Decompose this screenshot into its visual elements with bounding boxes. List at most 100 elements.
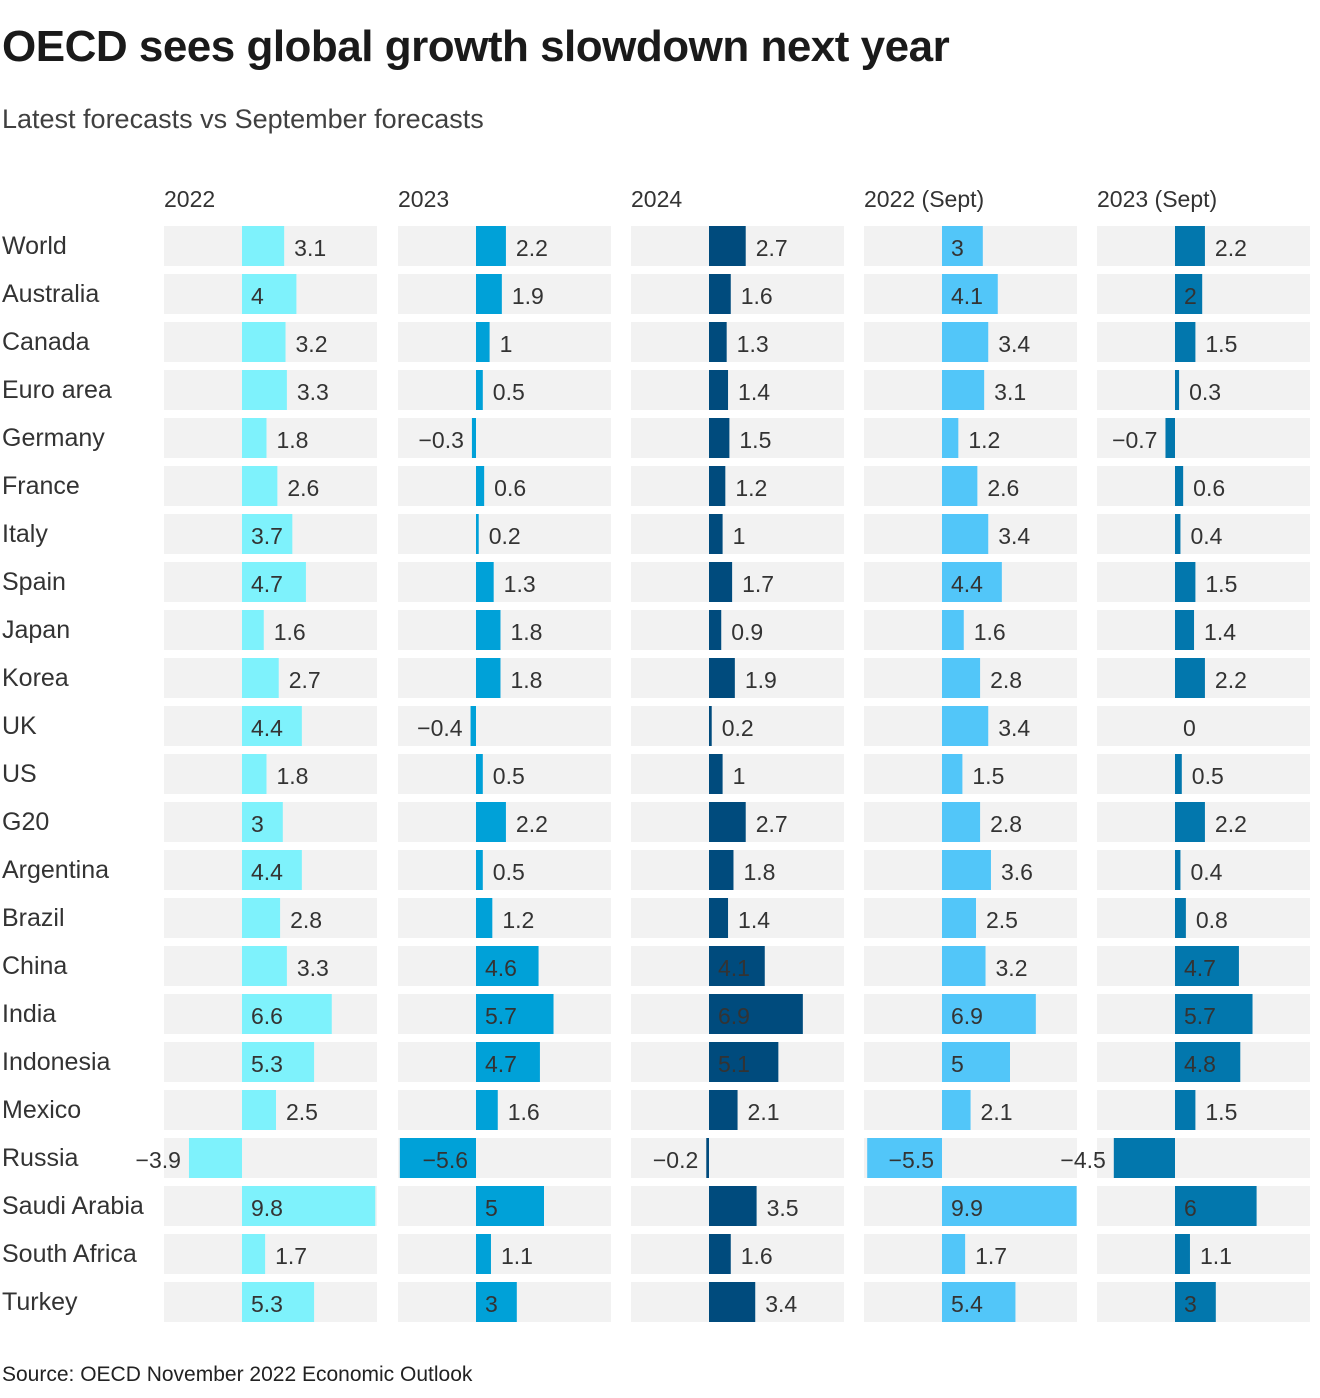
bar [242, 514, 293, 554]
row-label: Argentina [2, 856, 109, 884]
value-label: 2.2 [516, 811, 548, 837]
value-label: 1.4 [1204, 619, 1236, 645]
panel-row-background [1097, 274, 1310, 314]
bar [399, 1138, 476, 1178]
value-label: 3.4 [998, 523, 1030, 549]
value-label: 3 [951, 235, 964, 261]
row-label: Saudi Arabia [2, 1192, 144, 1220]
value-label: 6 [1184, 1195, 1197, 1221]
value-label: 3.4 [998, 715, 1030, 741]
value-label: 1.8 [276, 763, 308, 789]
bar [242, 466, 278, 506]
value-label: 1.5 [1205, 331, 1237, 357]
value-label: 3 [1184, 1291, 1197, 1317]
value-label: 4.7 [1184, 955, 1216, 981]
bar [1175, 226, 1205, 266]
value-label: 2.8 [990, 811, 1022, 837]
value-label: 6.9 [951, 1003, 983, 1029]
bar [709, 1282, 756, 1322]
panel-row-background [398, 274, 611, 314]
bar [242, 1234, 266, 1274]
bar [1175, 1282, 1216, 1322]
panel-row-background [164, 610, 377, 650]
value-label: 5.3 [251, 1291, 283, 1317]
value-label: 2.1 [981, 1099, 1013, 1125]
bar [242, 1090, 276, 1130]
chart-subtitle: Latest forecasts vs September forecasts [2, 104, 484, 134]
value-label: 3.4 [998, 331, 1030, 357]
row-label: Mexico [2, 1096, 81, 1124]
panel-row-background [631, 514, 844, 554]
panel-row-background [398, 1090, 611, 1130]
value-label: 5 [951, 1051, 964, 1077]
value-label: 0.3 [1189, 379, 1221, 405]
bar [1175, 946, 1239, 986]
bar [476, 610, 501, 650]
value-label: 2.8 [290, 907, 322, 933]
bar [242, 850, 302, 890]
bar [709, 898, 729, 938]
value-label: 0.2 [489, 523, 521, 549]
bar [942, 898, 976, 938]
bar [476, 1090, 498, 1130]
panel-header: 2022 (Sept) [864, 186, 984, 212]
value-label: −5.6 [423, 1147, 468, 1173]
bar [709, 418, 730, 458]
panel-row-background [1097, 610, 1310, 650]
value-label: 4.1 [951, 283, 983, 309]
value-label: 2.7 [756, 811, 788, 837]
value-label: 9.9 [951, 1195, 983, 1221]
value-label: 3.2 [296, 331, 328, 357]
value-label: 1.9 [745, 667, 777, 693]
value-label: 3.3 [297, 379, 329, 405]
value-label: 1.9 [512, 283, 544, 309]
bar [242, 1042, 315, 1082]
value-label: 1.7 [975, 1243, 1007, 1269]
value-label: 5.1 [718, 1051, 750, 1077]
bar [709, 1042, 779, 1082]
row-label: Germany [2, 424, 105, 452]
value-label: 3.3 [297, 955, 329, 981]
value-label: 2.6 [987, 475, 1019, 501]
bar [1175, 754, 1182, 794]
bar [1165, 418, 1175, 458]
bar [242, 1186, 376, 1226]
bar [709, 802, 746, 842]
bar [942, 1186, 1077, 1226]
row-label: Spain [2, 568, 66, 596]
panel-row-background [1097, 1234, 1310, 1274]
value-label: 1.5 [739, 427, 771, 453]
row-label: India [2, 1000, 56, 1028]
bar [476, 1186, 544, 1226]
bar [242, 322, 286, 362]
bar [1175, 562, 1196, 602]
panel-row-background [398, 466, 611, 506]
bar [709, 226, 746, 266]
value-label: 6.9 [718, 1003, 750, 1029]
bar [476, 466, 485, 506]
bar [471, 418, 476, 458]
panel-row-background [631, 898, 844, 938]
value-label: 0.5 [493, 379, 525, 405]
value-label: −0.7 [1112, 427, 1157, 453]
row-label: Indonesia [2, 1048, 111, 1076]
value-label: −0.3 [419, 427, 464, 453]
panel-row-background [1097, 1090, 1310, 1130]
panel-row-background [631, 274, 844, 314]
bar [476, 274, 502, 314]
panel-row-background [1097, 322, 1310, 362]
panel-row-background [631, 610, 844, 650]
panel-row-background [1097, 706, 1310, 746]
value-label: 0.5 [493, 859, 525, 885]
value-label: 1.2 [502, 907, 534, 933]
value-label: 1.1 [1200, 1243, 1232, 1269]
bar [476, 226, 506, 266]
value-label: 1.5 [972, 763, 1004, 789]
panel-row-background [631, 658, 844, 698]
bar [942, 706, 989, 746]
value-label: 3.7 [251, 523, 283, 549]
bar [942, 658, 981, 698]
value-label: 1.7 [275, 1243, 307, 1269]
value-label: 3 [485, 1291, 498, 1317]
value-label: 1.8 [276, 427, 308, 453]
